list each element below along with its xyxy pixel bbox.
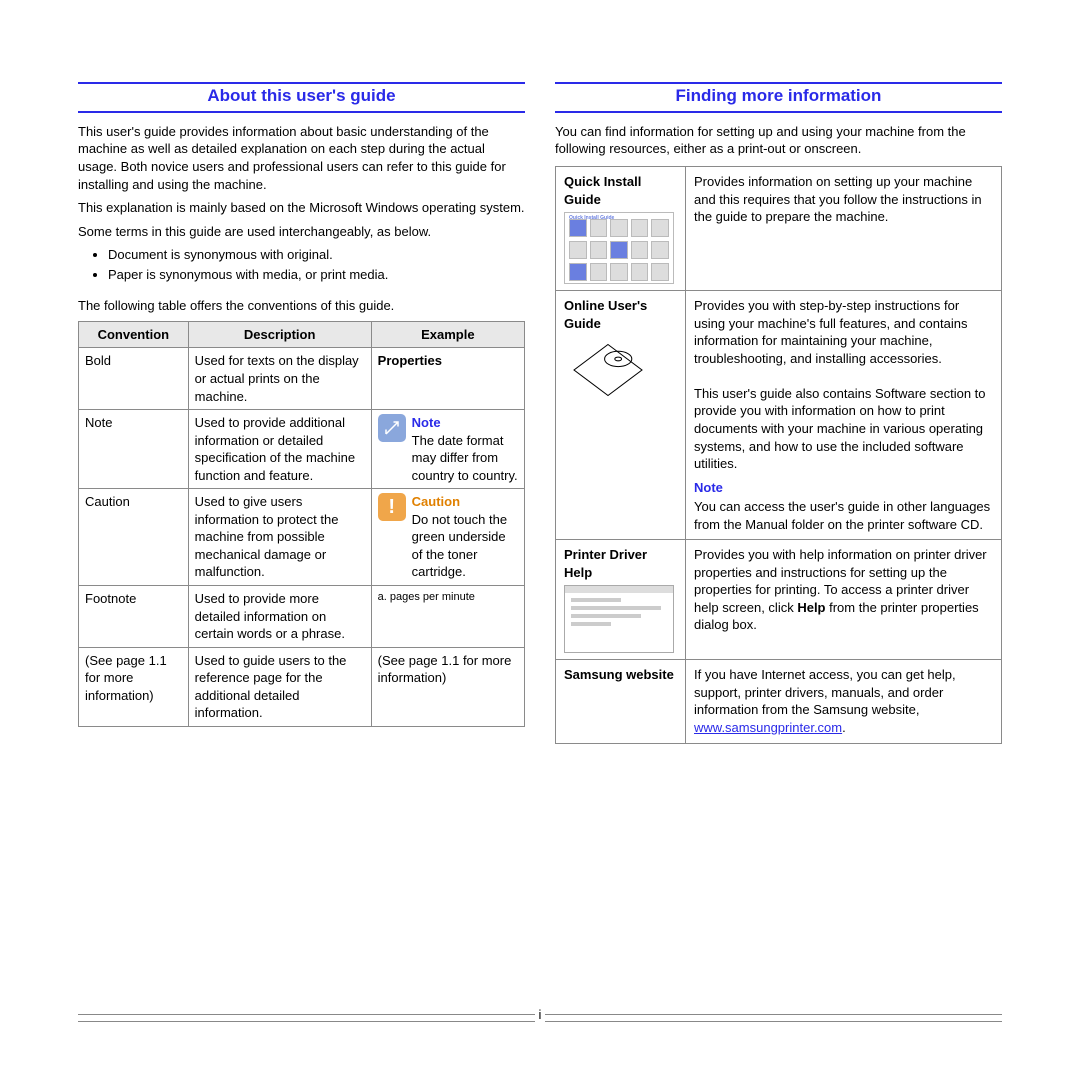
- page-footer: i: [78, 1014, 1002, 1042]
- resource-title: Quick Install Guide: [564, 173, 677, 208]
- cell-example: (See page 1.1 for more information): [371, 647, 524, 726]
- example-note-text: The date format may differ from country …: [412, 433, 518, 483]
- table-row: (See page 1.1 for more information) Used…: [79, 647, 525, 726]
- left-heading: About this user's guide: [78, 82, 525, 113]
- resources-table: Quick Install Guide Quick Install Guide …: [555, 166, 1002, 743]
- resource-desc: Provides you with step-by-step instructi…: [686, 291, 1002, 540]
- table-row: Footnote Used to provide more detailed i…: [79, 585, 525, 647]
- table-row: Note Used to provide additional informat…: [79, 410, 525, 489]
- driver-help-bold: Help: [797, 600, 825, 615]
- right-column: Finding more information You can find in…: [555, 82, 1002, 744]
- online-guide-note-text: You can access the user's guide in other…: [694, 499, 990, 532]
- online-guide-note-label: Note: [694, 479, 993, 497]
- cell-example: ! Caution Do not touch the green undersi…: [371, 489, 524, 586]
- resource-desc: Provides you with help information on pr…: [686, 540, 1002, 660]
- example-note-label: Note: [412, 414, 518, 432]
- cell-desc: Used to provide more detailed informatio…: [188, 585, 371, 647]
- table-row: Online User's Guide Provides you with st…: [556, 291, 1002, 540]
- bullet-2: Paper is synonymous with media, or print…: [108, 266, 525, 284]
- table-row: Printer Driver Help Provides you with he…: [556, 540, 1002, 660]
- right-heading-text: Finding more information: [676, 86, 882, 105]
- resource-title: Printer Driver Help: [564, 546, 677, 581]
- resource-name-cell: Online User's Guide: [556, 291, 686, 540]
- cell-desc: Used for texts on the display or actual …: [188, 348, 371, 410]
- right-para-1: You can find information for setting up …: [555, 123, 1002, 158]
- resource-name-cell: Printer Driver Help: [556, 540, 686, 660]
- page-number: i: [535, 1007, 546, 1022]
- th-description: Description: [188, 321, 371, 348]
- resource-title: Samsung website: [564, 666, 677, 684]
- table-row: Bold Used for texts on the display or ac…: [79, 348, 525, 410]
- resource-name-cell: Samsung website: [556, 660, 686, 743]
- resource-title: Online User's Guide: [564, 297, 677, 332]
- cell-conv: Bold: [79, 348, 189, 410]
- left-column: About this user's guide This user's guid…: [78, 82, 525, 744]
- dialog-thumb-icon: [564, 585, 674, 653]
- left-para-1: This user's guide provides information a…: [78, 123, 525, 193]
- cell-example: Note The date format may differ from cou…: [371, 410, 524, 489]
- cell-desc: Used to give users information to protec…: [188, 489, 371, 586]
- cell-conv: (See page 1.1 for more information): [79, 647, 189, 726]
- cell-example: Properties: [371, 348, 524, 410]
- cell-desc: Used to provide additional information o…: [188, 410, 371, 489]
- left-para-2: This explanation is mainly based on the …: [78, 199, 525, 217]
- cell-conv: Note: [79, 410, 189, 489]
- example-caution-label: Caution: [412, 493, 518, 511]
- resource-name-cell: Quick Install Guide Quick Install Guide: [556, 167, 686, 291]
- conventions-table: Convention Description Example Bold Used…: [78, 321, 525, 727]
- samsung-link[interactable]: www.samsungprinter.com: [694, 720, 842, 735]
- quick-install-thumb-icon: Quick Install Guide: [564, 212, 674, 284]
- example-bold: Properties: [378, 353, 442, 368]
- th-convention: Convention: [79, 321, 189, 348]
- left-para-4: The following table offers the conventio…: [78, 297, 525, 315]
- cell-example: a. pages per minute: [371, 585, 524, 647]
- left-para-3: Some terms in this guide are used interc…: [78, 223, 525, 241]
- table-row: Caution Used to give users information t…: [79, 489, 525, 586]
- example-caution-text: Do not touch the green underside of the …: [412, 512, 507, 580]
- left-heading-text: About this user's guide: [207, 86, 395, 105]
- samsung-pre: If you have Internet access, you can get…: [694, 667, 956, 717]
- right-heading: Finding more information: [555, 82, 1002, 113]
- cd-thumb-icon: [564, 336, 652, 404]
- online-guide-text1: Provides you with step-by-step instructi…: [694, 298, 967, 366]
- resource-desc: If you have Internet access, you can get…: [686, 660, 1002, 743]
- resource-desc: Provides information on setting up your …: [686, 167, 1002, 291]
- cell-desc: Used to guide users to the reference pag…: [188, 647, 371, 726]
- table-row: Quick Install Guide Quick Install Guide …: [556, 167, 1002, 291]
- cell-conv: Footnote: [79, 585, 189, 647]
- cell-conv: Caution: [79, 489, 189, 586]
- online-guide-text2: This user's guide also contains Software…: [694, 386, 986, 471]
- table-row: Samsung website If you have Internet acc…: [556, 660, 1002, 743]
- samsung-post: .: [842, 720, 846, 735]
- note-icon: [378, 414, 406, 442]
- th-example: Example: [371, 321, 524, 348]
- bullet-1: Document is synonymous with original.: [108, 246, 525, 264]
- left-bullets: Document is synonymous with original. Pa…: [78, 246, 525, 283]
- caution-icon: !: [378, 493, 406, 521]
